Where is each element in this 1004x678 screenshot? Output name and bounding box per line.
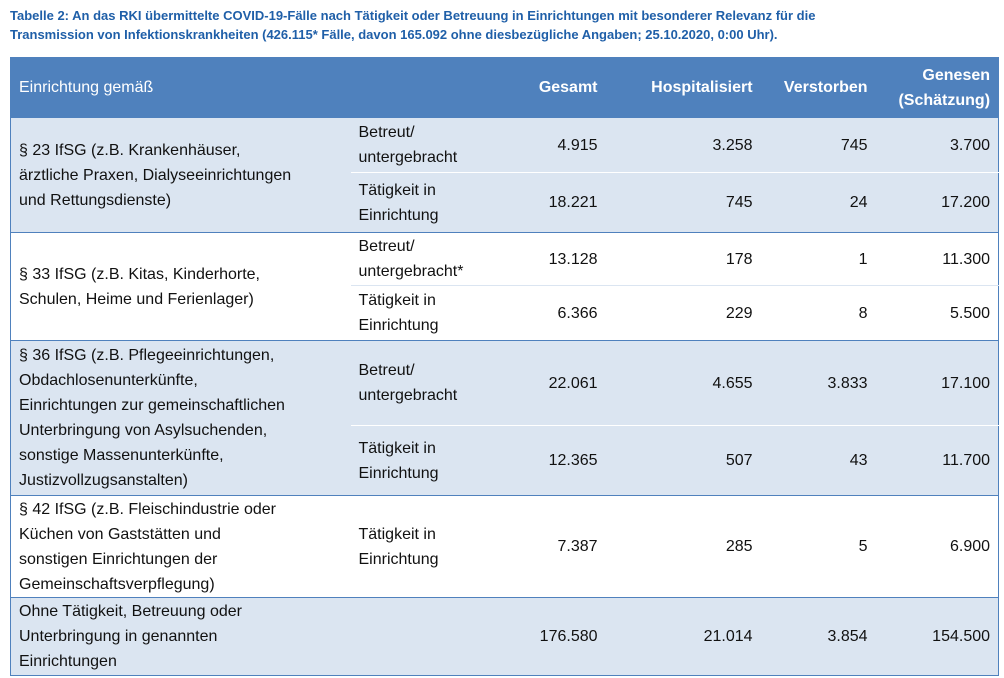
- table-row: Tätigkeit in Einrichtung 18.221 745 24 17.20…: [11, 172, 999, 233]
- table-row: § 23 IfSG (z.B. Krankenhäuser, ärztliche…: [10, 117, 999, 233]
- cell-value: 24: [760, 172, 876, 233]
- cell-value: 11.300: [875, 232, 999, 286]
- cell-value: 5: [760, 495, 876, 598]
- row-label: § 36 IfSG (z.B. Pflegeeinrichtungen, Obd…: [10, 340, 351, 496]
- cell-value: 1: [760, 232, 876, 286]
- cell-value: 17.200: [875, 172, 999, 233]
- cell-value: 22.061: [510, 340, 606, 426]
- cell-value: 8: [760, 285, 876, 341]
- row-type: Betreut/ untergebracht*: [350, 232, 511, 286]
- row-type: Tätigkeit in Einrichtung: [350, 495, 511, 598]
- cell-value: 507: [605, 425, 761, 496]
- cell-value: 6.900: [875, 495, 999, 598]
- table-row: Tätigkeit in Einrichtung 6.366 229 8 5.500: [11, 285, 999, 341]
- cell-value: 154.500: [875, 597, 999, 676]
- row-type: Tätigkeit in Einrichtung: [350, 285, 511, 341]
- row-label: § 42 IfSG (z.B. Fleischindustrie oder Kü…: [10, 495, 351, 598]
- row-type: Betreut/ untergebracht: [350, 117, 511, 173]
- cell-value: 21.014: [605, 597, 761, 676]
- table-row: § 33 IfSG (z.B. Kitas, Kinderhorte, Schu…: [10, 232, 999, 341]
- cell-value: 229: [605, 285, 761, 341]
- cell-value: 285: [605, 495, 761, 598]
- cell-value: 11.700: [875, 425, 999, 496]
- row-label: § 23 IfSG (z.B. Krankenhäuser, ärztliche…: [10, 117, 351, 233]
- header-row: Einrichtung gemäß Gesamt Hospitalisiert Ver…: [10, 57, 999, 118]
- table-row: § 42 IfSG (z.B. Fleischindustrie oder Kü…: [10, 495, 999, 598]
- data-table: Einrichtung gemäß Gesamt Hospitalisiert Ver…: [10, 57, 1000, 676]
- cell-value: 18.221: [510, 172, 606, 233]
- cell-value: 7.387: [510, 495, 606, 598]
- cell-value: 745: [760, 117, 876, 173]
- column-header: Gesamt: [510, 57, 606, 118]
- cell-value: 13.128: [510, 232, 606, 286]
- table-title: Tabelle 2: An das RKI übermittelte COVID…: [10, 8, 816, 42]
- row-label: § 33 IfSG (z.B. Kitas, Kinderhorte, Schu…: [10, 232, 351, 341]
- cell-value: 3.854: [760, 597, 876, 676]
- cell-value: 178: [605, 232, 761, 286]
- cell-value: 5.500: [875, 285, 999, 341]
- cell-value: 4.655: [605, 340, 761, 426]
- column-header: Genesen (Schätzung): [875, 57, 999, 118]
- table-row: Ohne Tätigkeit, Betreuung oder Unterbrin…: [10, 597, 999, 676]
- cell-value: 6.366: [510, 285, 606, 341]
- cell-value: 3.258: [605, 117, 761, 173]
- row-label: Ohne Tätigkeit, Betreuung oder Unterbrin…: [10, 597, 511, 676]
- cell-value: 4.915: [510, 117, 606, 173]
- row-type: Betreut/ untergebracht: [350, 340, 511, 426]
- cell-value: 43: [760, 425, 876, 496]
- row-type: Tätigkeit in Einrichtung: [350, 425, 511, 496]
- table-row: § 36 IfSG (z.B. Pflegeeinrichtungen, Obd…: [10, 340, 999, 496]
- cell-value: 176.580: [510, 597, 606, 676]
- cell-value: 3.700: [875, 117, 999, 173]
- row-type: Tätigkeit in Einrichtung: [350, 172, 511, 233]
- cell-value: 3.833: [760, 340, 876, 426]
- table-row: Tätigkeit in Einrichtung 12.365 507 43 11.70…: [11, 425, 999, 496]
- cell-value: 12.365: [510, 425, 606, 496]
- column-header: Hospitalisiert: [605, 57, 761, 118]
- cell-value: 17.100: [875, 340, 999, 426]
- column-header: Einrichtung gemäß: [10, 57, 511, 118]
- column-header: Verstorben: [760, 57, 876, 118]
- cell-value: 745: [605, 172, 761, 233]
